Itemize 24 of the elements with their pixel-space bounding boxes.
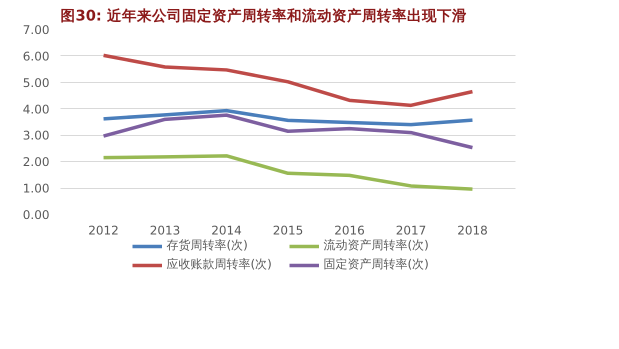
y-tick-label: 4.00 xyxy=(22,102,50,116)
y-tick-label: 6.00 xyxy=(22,49,50,64)
y-tick-label: 0.00 xyxy=(22,208,50,222)
y-tick-label: 5.00 xyxy=(22,76,50,90)
y-tick-label: 7.00 xyxy=(22,23,50,37)
x-tick-label: 2018 xyxy=(457,224,488,238)
line-series xyxy=(102,54,474,108)
x-tick-label: 2015 xyxy=(272,224,304,238)
line-series xyxy=(102,154,474,191)
x-tick-label: 2014 xyxy=(211,224,242,238)
chart-title: 图30: 近年来公司固定资产周转率和流动资产周转率出现下滑 xyxy=(60,6,467,24)
y-tick-label: 3.00 xyxy=(22,128,50,143)
line-series xyxy=(102,108,474,126)
y-tick-label: 1.00 xyxy=(22,182,50,196)
legend-label: 存货周转率(次) xyxy=(166,237,249,254)
legend-label: 流动资产周转率(次) xyxy=(324,237,430,254)
x-tick-label: 2013 xyxy=(150,224,180,238)
legend-label: 固定资产周转率(次) xyxy=(324,256,430,273)
y-tick-label: 2.00 xyxy=(22,155,50,170)
line-series xyxy=(102,113,474,150)
x-tick-label: 2017 xyxy=(396,224,426,238)
x-tick-label: 2016 xyxy=(334,224,365,238)
x-tick-label: 2012 xyxy=(88,224,119,238)
legend-label: 应收账款周转率(次) xyxy=(166,256,273,273)
